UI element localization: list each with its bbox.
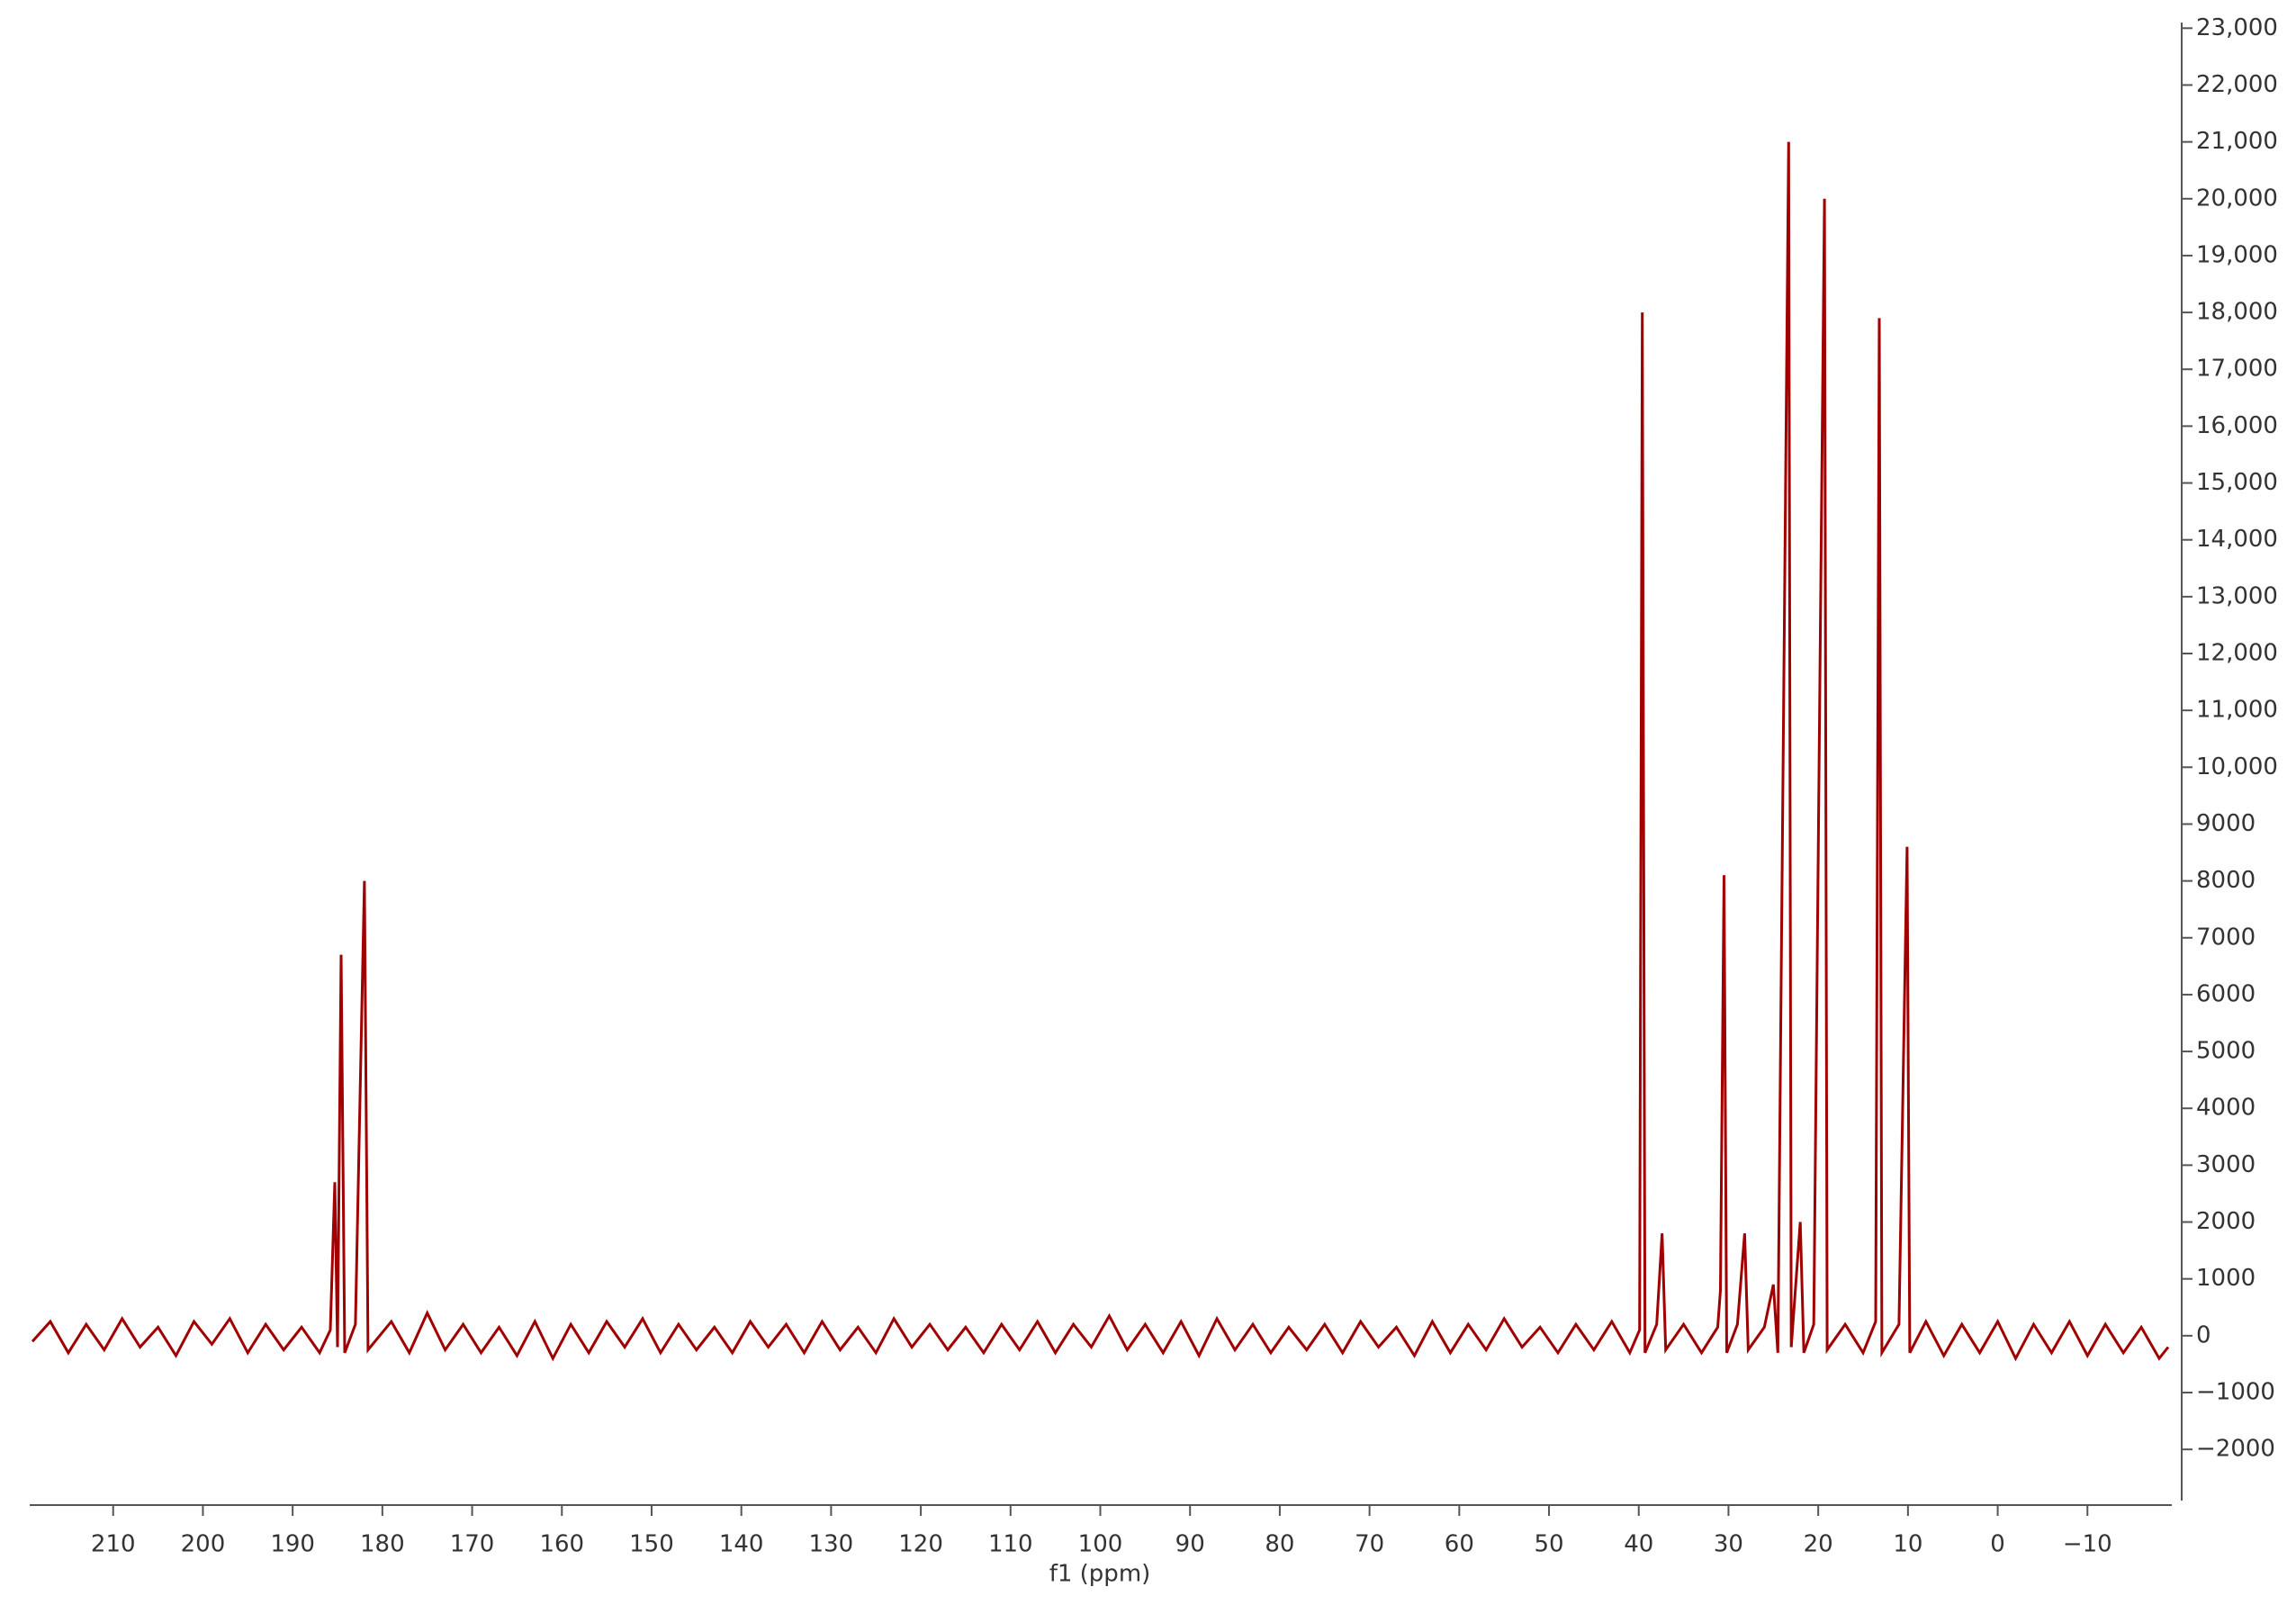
y-tick-label: 18,000 [2196,299,2278,326]
x-tick-label: 170 [450,1531,495,1558]
x-tick-label: 80 [1265,1531,1294,1558]
y-tick-label: 6000 [2196,980,2255,1007]
spectrum-line [31,141,2170,1362]
x-tick-label: 50 [1534,1531,1563,1558]
y-tick-label: 7000 [2196,924,2255,951]
y-tick-label: 15,000 [2196,469,2278,496]
x-tick-label: 140 [719,1531,764,1558]
y-tick-label: 19,000 [2196,241,2278,268]
x-tick-label: 20 [1804,1531,1833,1558]
y-tick-label: 0 [2196,1321,2211,1348]
y-tick-label: 14,000 [2196,526,2278,553]
y-tick-label: 2000 [2196,1208,2255,1235]
y-tick-label: 23,000 [2196,14,2278,41]
y-tick-label: 9000 [2196,810,2255,837]
x-tick-label: 40 [1624,1531,1653,1558]
x-tick-label: 120 [898,1531,943,1558]
x-axis-label: f1 (ppm) [1049,1561,1151,1588]
y-tick-label: 21,000 [2196,128,2278,155]
y-tick-label: 11,000 [2196,697,2278,724]
x-tick-label: 110 [988,1531,1033,1558]
x-tick-label: 70 [1355,1531,1384,1558]
x-tick-label: 160 [539,1531,584,1558]
x-tick-label: 60 [1445,1531,1474,1558]
y-tick-label: 17,000 [2196,356,2278,383]
y-tick-label: 8000 [2196,867,2255,894]
x-tick-label: 130 [809,1531,854,1558]
y-tick-label: 13,000 [2196,582,2278,609]
x-tick-label: 200 [181,1531,226,1558]
y-tick-label: 20,000 [2196,185,2278,212]
x-tick-label: 90 [1175,1531,1205,1558]
y-tick-label: 3000 [2196,1151,2255,1178]
x-tick-label: 210 [91,1531,136,1558]
x-tick-label: 100 [1078,1531,1123,1558]
x-tick-label: 30 [1714,1531,1743,1558]
x-tick-label: 190 [270,1531,315,1558]
y-tick-label: 4000 [2196,1095,2255,1122]
x-tick-label: −10 [2063,1531,2112,1558]
y-tick-label: 22,000 [2196,71,2278,98]
x-tick-label: 10 [1893,1531,1922,1558]
y-tick-label: 12,000 [2196,640,2278,667]
y-tick-label: 16,000 [2196,412,2278,439]
x-tick-label: 0 [1990,1531,2005,1558]
y-tick-label: 10,000 [2196,753,2278,780]
y-tick-label: −1000 [2196,1379,2275,1406]
y-tick-label: 1000 [2196,1265,2255,1292]
x-tick-label: 180 [360,1531,405,1558]
y-tick-label: −2000 [2196,1436,2275,1463]
x-tick-label: 150 [629,1531,674,1558]
y-tick-label: 5000 [2196,1038,2255,1065]
